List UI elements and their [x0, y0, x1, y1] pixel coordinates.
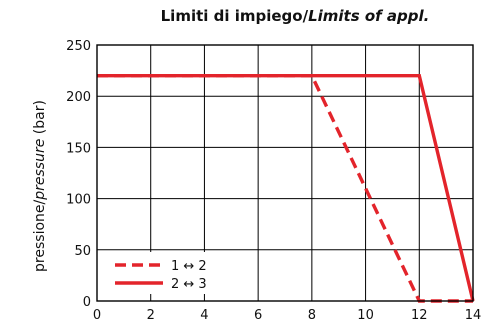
plot-frame: [96, 44, 474, 302]
x-tick-label: 14: [465, 308, 482, 323]
legend-label-2: 2 ↔ 3: [171, 277, 207, 292]
series-line-2: [97, 73, 475, 302]
x-tick-label: 2: [147, 308, 155, 323]
x-tick-label: 4: [200, 308, 208, 323]
legend-label-1: 1 ↔ 2: [171, 259, 207, 274]
x-tick-label: 12: [411, 308, 428, 323]
legend-box: [109, 252, 219, 294]
y-tick-label: 50: [74, 244, 91, 259]
y-axis-label-italic: pressure: [32, 139, 48, 201]
y-axis-label-unit: (bar): [32, 100, 48, 139]
y-tick-label: 0: [83, 295, 91, 310]
chart-title: Limiti di impiego/Limits of appl.: [161, 7, 430, 25]
y-tick-label: 250: [66, 39, 91, 54]
y-tick-label: 150: [66, 141, 91, 156]
tick-layer: 0 2 4 6 8 10 12 14 0 50 100 150 200 250: [66, 39, 481, 323]
x-tick-label: 0: [93, 308, 101, 323]
series-layer: [97, 73, 475, 303]
x-tick-label: 10: [357, 308, 374, 323]
x-tick-label: 6: [254, 308, 262, 323]
y-axis-label-main: pressione/: [32, 199, 48, 271]
x-tick-label: 8: [308, 308, 316, 323]
y-tick-label: 100: [66, 193, 91, 208]
legend: 1 ↔ 2 2 ↔ 3: [109, 252, 219, 294]
y-tick-label: 200: [66, 90, 91, 105]
chart-title-italic: Limits of appl.: [308, 7, 429, 25]
y-axis-label: pressione/pressure (bar): [32, 100, 48, 272]
chart-title-main: Limiti di impiego/: [161, 7, 309, 25]
